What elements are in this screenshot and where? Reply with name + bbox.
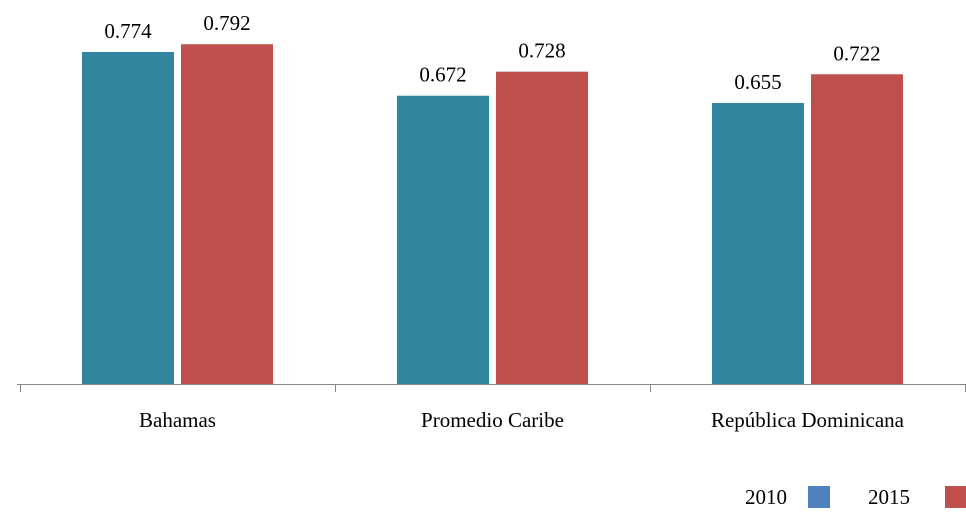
x-ticks-group	[20, 384, 966, 392]
bar-2010-0	[82, 51, 174, 384]
value-label: 0.655	[734, 70, 781, 94]
bar-2015-0	[181, 44, 273, 385]
category-label: Promedio Caribe	[421, 408, 564, 432]
legend-swatch	[808, 486, 830, 508]
bar-2015-1	[496, 71, 588, 385]
value-label: 0.722	[833, 41, 880, 65]
value-label: 0.792	[203, 11, 250, 35]
legend-item-2015: 2015	[868, 485, 966, 509]
legend-label: 2010	[745, 485, 787, 509]
value-labels-group: 0.774 0.792 0.672 0.728 0.655 0.722	[104, 11, 880, 94]
bar-2010-1	[397, 95, 489, 384]
legend-item-2010: 2010	[745, 485, 830, 509]
value-label: 0.728	[518, 39, 565, 63]
x-labels-group: Bahamas Promedio Caribe República Dominica…	[139, 408, 905, 432]
legend-label: 2015	[868, 485, 910, 509]
value-label: 0.672	[419, 63, 466, 87]
value-label: 0.774	[104, 19, 152, 43]
bar-2010-2	[712, 103, 804, 384]
bar-2015-2	[811, 74, 903, 385]
bars-group	[82, 44, 903, 385]
category-label: Bahamas	[139, 408, 216, 432]
legend-swatch	[945, 486, 966, 508]
category-label: República Dominicana	[711, 408, 905, 432]
legend: 2010 2015	[745, 485, 966, 509]
